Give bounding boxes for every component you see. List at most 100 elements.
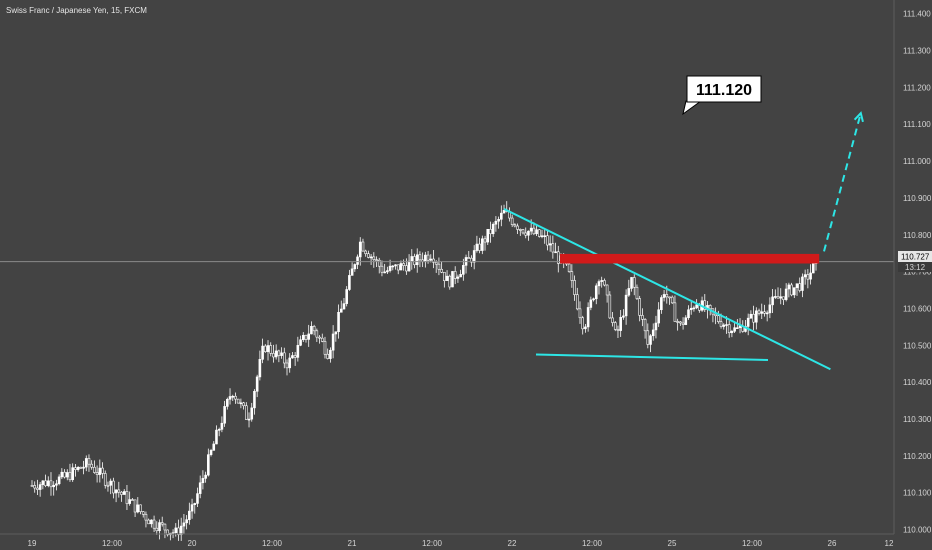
- candle-body: [41, 480, 45, 485]
- candle-body: [367, 253, 370, 258]
- candle-body: [266, 345, 270, 352]
- annotations-layer[interactable]: 111.120: [503, 75, 864, 371]
- resistance-zone[interactable]: [560, 253, 820, 264]
- candle-body: [331, 333, 335, 351]
- candle-body: [472, 250, 476, 263]
- candle-body: [437, 263, 441, 270]
- candle-body: [684, 317, 688, 325]
- candle-body: [679, 321, 682, 324]
- time-tick-label: 12:00: [262, 539, 283, 548]
- candle-body: [269, 345, 273, 354]
- candle-body: [516, 225, 519, 230]
- candle-body: [288, 357, 292, 369]
- target-callout[interactable]: 111.120: [682, 75, 762, 116]
- candle-body: [190, 504, 194, 512]
- candle-body: [510, 217, 514, 225]
- candle-body: [337, 311, 340, 333]
- candle-body: [662, 294, 666, 298]
- candle-body: [651, 329, 655, 337]
- support-trendline[interactable]: [535, 353, 769, 362]
- price-tick-label: 110.500: [903, 341, 932, 350]
- candle-body: [622, 315, 625, 318]
- candle-body: [394, 264, 397, 267]
- candle-body: [188, 510, 191, 520]
- candle-body: [136, 504, 140, 513]
- candle-body: [158, 522, 161, 532]
- candle-body: [125, 491, 129, 504]
- candle-body: [261, 345, 264, 360]
- candle-body: [410, 256, 414, 262]
- candle-body: [790, 284, 793, 296]
- candle-body: [133, 499, 137, 513]
- candle-body: [364, 250, 367, 254]
- candle-body: [87, 458, 91, 465]
- candle-body: [717, 315, 720, 322]
- candle-body: [584, 326, 587, 330]
- candle-body: [310, 326, 313, 335]
- candle-body: [537, 229, 541, 237]
- candle-body: [226, 398, 229, 407]
- descending-resistance-trendline[interactable]: [503, 208, 831, 371]
- candle-body: [353, 264, 357, 270]
- candle-body: [540, 235, 544, 238]
- candle-body: [594, 285, 598, 300]
- candle-body: [163, 523, 167, 531]
- candle-body: [491, 223, 495, 235]
- candle-body: [193, 503, 197, 505]
- candle-body: [535, 229, 538, 235]
- candle-body: [494, 220, 498, 225]
- candle-body: [695, 304, 698, 309]
- time-tick-label: 22: [508, 539, 517, 548]
- candle-body: [763, 311, 766, 314]
- candle-body: [548, 243, 552, 246]
- candle-body: [228, 396, 232, 400]
- candle-body: [209, 450, 213, 455]
- candle-body: [668, 296, 671, 299]
- candle-body: [803, 274, 807, 278]
- candle-body: [500, 212, 503, 220]
- candle-body: [122, 491, 126, 495]
- time-axis[interactable]: 19 12:00 20 12:00 21 12:00 22 12:00 25 12:00 26 12: [28, 539, 894, 548]
- candle-body: [356, 256, 359, 265]
- candle-body: [600, 280, 603, 282]
- candle-body: [402, 263, 405, 266]
- time-tick-label: 20: [188, 539, 197, 548]
- candle-body: [627, 288, 631, 296]
- candle-body: [79, 467, 83, 469]
- candle-body: [103, 473, 107, 486]
- candle-body: [489, 228, 492, 235]
- candle-body: [299, 339, 302, 346]
- candle-body: [632, 277, 636, 288]
- candle-body: [68, 472, 72, 481]
- candle-body: [250, 407, 254, 420]
- candle-body: [811, 263, 815, 274]
- price-axis[interactable]: 111.400 111.300 111.200 111.100 111.000 110.9…: [903, 10, 932, 535]
- candle-body: [179, 525, 183, 536]
- candle-body: [424, 254, 427, 263]
- candle-body: [234, 395, 237, 400]
- candle-body: [82, 466, 85, 469]
- candle-body: [613, 322, 617, 330]
- candle-body: [264, 345, 267, 352]
- price-tick-label: 110.100: [903, 489, 932, 498]
- price-tick-label: 110.400: [903, 378, 932, 387]
- candle-body: [527, 230, 530, 236]
- candle-body: [272, 353, 275, 358]
- candle-body: [369, 256, 373, 259]
- candle-body: [443, 271, 446, 281]
- price-tick-label: 111.300: [903, 46, 931, 55]
- candle-body: [71, 467, 74, 481]
- candle-body: [470, 257, 473, 263]
- candle-body: [55, 483, 58, 486]
- price-tick-label: 111.400: [903, 10, 931, 19]
- candle-body: [638, 298, 641, 316]
- candle-body: [350, 268, 354, 276]
- target-arrow-head: [853, 111, 864, 123]
- candle-body: [415, 254, 419, 266]
- candle-body: [413, 256, 416, 266]
- candle-body: [44, 480, 47, 486]
- time-tick-label: 12:00: [742, 539, 763, 548]
- candle-body: [52, 484, 56, 488]
- candle-body: [33, 485, 37, 489]
